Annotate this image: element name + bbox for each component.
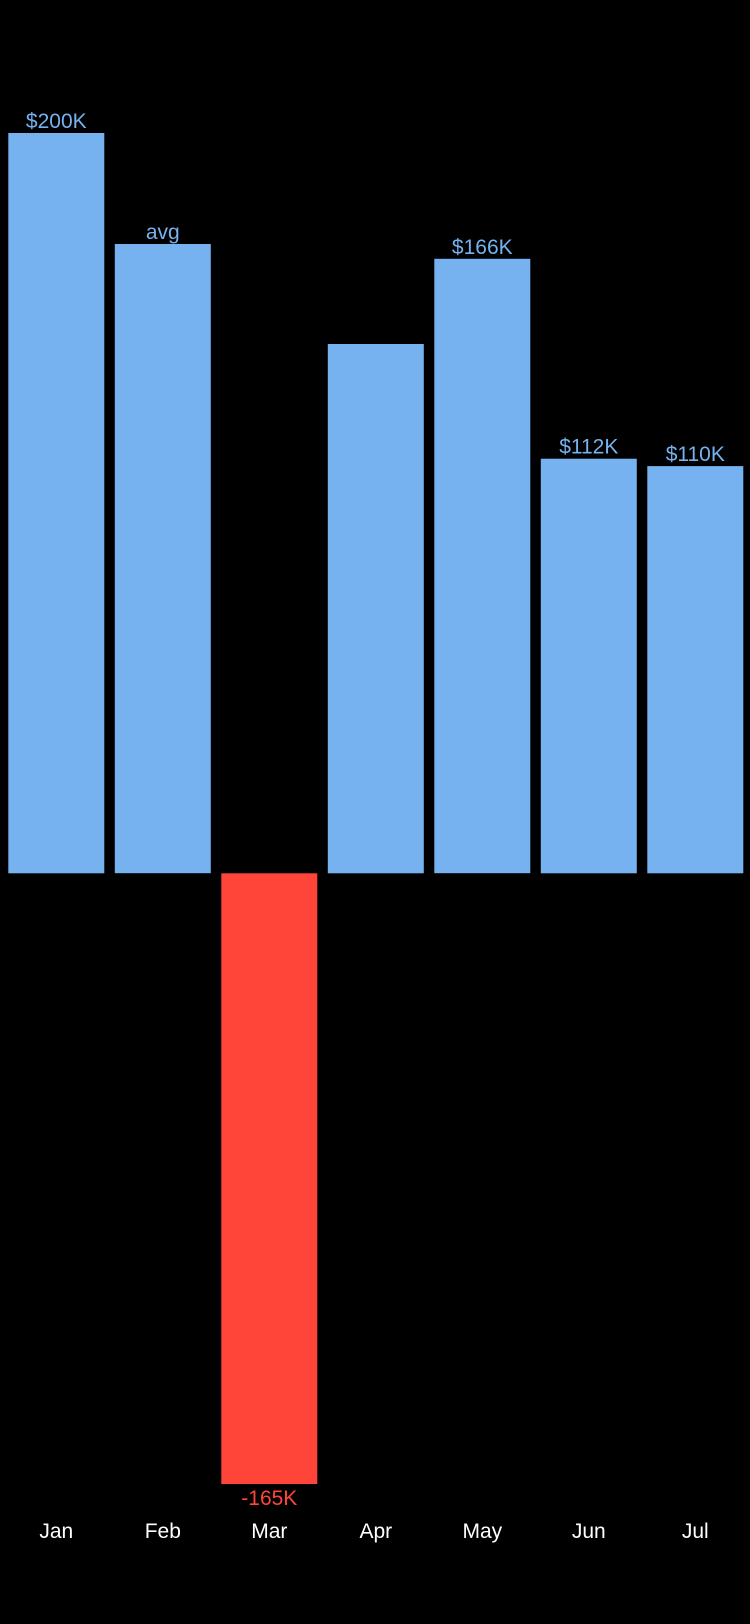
x-tick-label-may: May: [462, 1520, 502, 1543]
value-label-jul: $110K: [666, 443, 725, 466]
value-label-jan: $200K: [26, 110, 87, 133]
bars-layer: [8, 133, 744, 1484]
value-label-feb: avg: [146, 221, 180, 244]
bar-mar: [221, 873, 318, 1484]
bar-feb: [114, 244, 211, 874]
x-tick-label-jul: Jul: [682, 1520, 709, 1543]
bar-apr: [327, 344, 424, 874]
bar-jan: [8, 133, 105, 874]
value-label-jun: $112K: [559, 436, 618, 459]
value-label-may: $166K: [452, 236, 513, 259]
x-tick-label-jun: Jun: [572, 1520, 606, 1543]
value-labels-layer: $200K avg -165K $166K $112K $110K: [26, 110, 725, 1510]
x-axis-tick-labels: Jan Feb Mar Apr May Jun Jul: [39, 1520, 708, 1543]
x-tick-label-apr: Apr: [359, 1520, 392, 1543]
x-tick-label-mar: Mar: [251, 1520, 287, 1543]
bar-may: [434, 258, 531, 874]
bar-jul: [647, 466, 744, 874]
x-tick-label-feb: Feb: [145, 1520, 181, 1543]
x-tick-label-jan: Jan: [39, 1520, 73, 1543]
bar-jun: [540, 458, 637, 874]
value-label-mar: -165K: [241, 1487, 297, 1510]
